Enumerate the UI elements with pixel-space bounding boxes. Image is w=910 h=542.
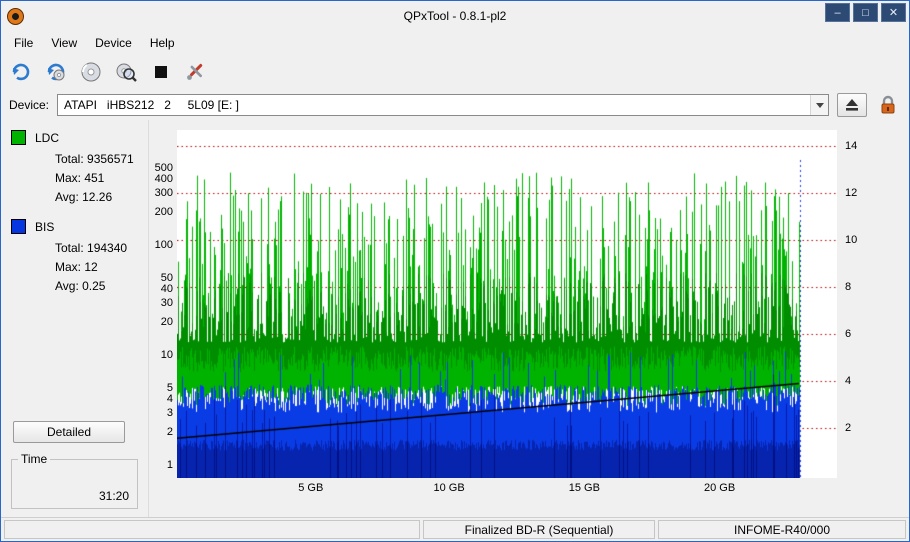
ldc-avg: Avg: 12.26 — [55, 190, 113, 204]
y-left-tick-label: 300 — [154, 186, 173, 199]
minimize-button[interactable]: – — [825, 3, 850, 22]
eject-icon — [846, 99, 858, 111]
bis-total: Total: 194340 — [55, 241, 128, 255]
refresh-icon[interactable] — [7, 58, 35, 86]
ldc-total: Total: 9356571 — [55, 152, 134, 166]
maximize-button[interactable]: □ — [853, 3, 878, 22]
y-left-tick-label: 1 — [166, 459, 173, 471]
device-label: Device: — [9, 98, 50, 112]
stop-icon[interactable] — [147, 58, 175, 86]
eject-button[interactable] — [837, 93, 867, 117]
time-value: 31:20 — [98, 489, 129, 503]
stats-sidebar: LDC Total: 9356571 Max: 451 Avg: 12.26 B… — [1, 120, 149, 517]
y-left-tick-label: 20 — [160, 315, 173, 328]
lock-button[interactable] — [875, 92, 901, 118]
chevron-down-icon[interactable] — [810, 95, 828, 115]
y-right-tick-label: 10 — [845, 234, 858, 246]
y-left-tick-label: 2 — [166, 425, 173, 438]
disc-icon[interactable] — [77, 58, 105, 86]
detailed-button[interactable]: Detailed — [13, 421, 125, 443]
menu-view[interactable]: View — [51, 35, 78, 50]
y-left-tick-label: 200 — [154, 205, 173, 218]
bis-avg: Avg: 0.25 — [55, 279, 106, 293]
device-row: Device: ATAPI iHBS212 2 5L09 [E: ] — [1, 90, 909, 120]
bis-max: Max: 12 — [55, 260, 98, 274]
y-left-tick-label: 50 — [160, 272, 173, 285]
toolbar — [1, 54, 909, 90]
ldc-legend: LDC — [11, 130, 140, 145]
status-media-id: INFOME-R40/000 — [658, 520, 906, 539]
time-groupbox: Time 31:20 — [11, 452, 138, 509]
chart-area: 1 2 3 4 5 10 20 30 40 50 100 200 300 400 500 2 4 6 8 10 12 1… — [149, 120, 909, 517]
device-combobox[interactable]: ATAPI iHBS212 2 5L09 [E: ] — [57, 94, 829, 116]
y-left-tick-label: 4 — [166, 392, 173, 405]
app-icon — [7, 7, 24, 25]
tools-icon[interactable] — [182, 58, 210, 86]
quality-scan-chart — [177, 130, 837, 478]
main-area: LDC Total: 9356571 Max: 451 Avg: 12.26 B… — [1, 120, 909, 517]
y-right-tick-label: 2 — [845, 422, 852, 434]
ldc-color-swatch — [11, 130, 26, 145]
y-left-tick-label: 100 — [154, 239, 173, 251]
menu-file[interactable]: File — [14, 35, 34, 50]
y-left-tick-label: 400 — [154, 172, 173, 185]
menu-bar: File View Device Help — [1, 31, 909, 54]
y-left-tick-label: 10 — [160, 349, 173, 361]
status-left — [4, 520, 420, 539]
x-axis-labels: 5 GB 10 GB 15 GB 20 GB — [177, 478, 837, 498]
y-axis-left-labels: 1 2 3 4 5 10 20 30 40 50 100 200 300 400 500 — [149, 130, 177, 478]
y-left-tick-label: 5 — [166, 382, 173, 395]
y-right-tick-label: 6 — [845, 328, 852, 340]
y-left-tick-label: 500 — [154, 162, 173, 175]
bis-color-swatch — [11, 219, 26, 234]
bis-legend: BIS — [11, 219, 140, 234]
refresh-disc-icon[interactable] — [42, 58, 70, 86]
x-axis-tick-label: 5 GB — [298, 482, 324, 494]
menu-help[interactable]: Help — [149, 35, 175, 50]
y-right-tick-label: 12 — [845, 187, 858, 199]
y-right-tick-label: 4 — [845, 375, 852, 387]
y-right-tick-label: 8 — [845, 281, 852, 293]
lock-icon — [881, 95, 895, 114]
y-left-tick-label: 3 — [166, 406, 173, 419]
status-disc-type: Finalized BD-R (Sequential) — [423, 520, 655, 539]
status-bar: Finalized BD-R (Sequential) INFOME-R40/0… — [1, 517, 909, 541]
y-axis-right-labels: 2 4 6 8 10 12 14 — [837, 130, 867, 478]
time-label: Time — [18, 452, 51, 466]
window-controls: – □ ✕ — [825, 1, 909, 22]
device-value: ATAPI iHBS212 2 5L09 [E: ] — [64, 98, 239, 112]
y-left-tick-label: 40 — [160, 282, 173, 295]
menu-device[interactable]: Device — [95, 35, 132, 50]
title-bar[interactable]: QPxTool - 0.8.1-pl2 – □ ✕ — [1, 1, 909, 31]
x-axis-tick-label: 20 GB — [703, 482, 736, 494]
bis-label: BIS — [35, 219, 55, 234]
disc-search-icon[interactable] — [112, 58, 140, 86]
x-axis-tick-label: 15 GB — [568, 482, 600, 494]
x-axis-tick-label: 10 GB — [433, 482, 465, 494]
ldc-max: Max: 451 — [55, 171, 105, 185]
y-left-tick-label: 30 — [160, 296, 173, 309]
close-button[interactable]: ✕ — [881, 3, 906, 22]
window-title: QPxTool - 0.8.1-pl2 — [403, 9, 507, 23]
ldc-label: LDC — [35, 130, 60, 145]
y-right-tick-label: 14 — [845, 140, 858, 152]
